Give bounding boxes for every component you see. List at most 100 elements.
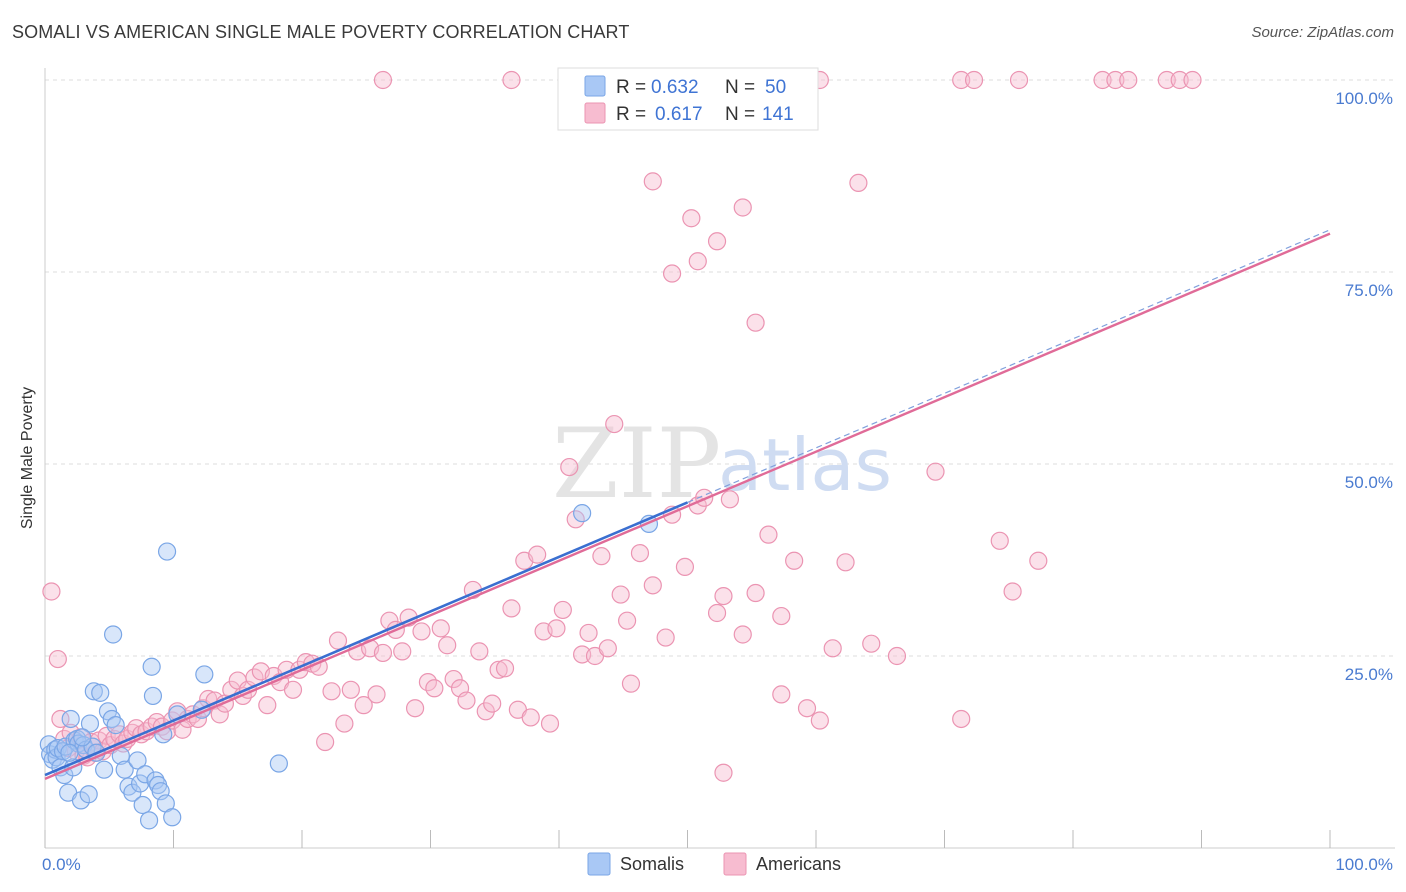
legend-somalis-r-label: R = [616, 77, 646, 98]
americans-point-114 [746, 583, 765, 603]
americans-point-66 [393, 642, 412, 661]
americans-point-137 [952, 70, 971, 90]
grid-lines [45, 79, 1395, 657]
americans-point-123 [862, 634, 881, 653]
americans-points [42, 70, 1202, 782]
americans-point-72 [431, 619, 450, 638]
americans-point-60 [354, 696, 373, 715]
somalis-point-22 [84, 682, 103, 701]
americans-point-102 [621, 674, 641, 693]
somalis-point-46 [163, 808, 182, 827]
americans-point-80 [483, 694, 502, 713]
somalis-trend-line [44, 501, 689, 777]
somalis-point-45 [157, 542, 177, 561]
americans-point-76 [457, 691, 476, 710]
watermark-zip: ZIP [552, 408, 721, 520]
americans-point-157 [772, 685, 791, 704]
somalis-point-34 [130, 774, 150, 793]
americans-point-113 [733, 625, 752, 644]
americans-point-103 [630, 543, 650, 563]
somalis-point-54 [60, 743, 79, 762]
americans-point-134 [707, 232, 727, 251]
americans-trend-line [44, 232, 1331, 780]
americans-point-71 [425, 679, 444, 698]
americans-point-143 [1157, 70, 1176, 90]
americans-point-101 [618, 611, 637, 630]
americans-point-142 [1119, 70, 1138, 90]
americans-point-122 [849, 173, 868, 193]
trend-lines [44, 229, 1331, 780]
americans-point-104 [643, 576, 662, 595]
americans-point-145 [1183, 70, 1202, 90]
americans-point-131 [682, 209, 701, 228]
tick-labels: 25.0% 50.0% 75.0% 100.0% 0.0% 100.0% [42, 89, 1393, 874]
americans-point-117 [785, 551, 804, 570]
americans-point-112 [720, 490, 740, 509]
somalis-point-5 [48, 739, 67, 758]
y-tick-label-1: 50.0% [1345, 473, 1393, 492]
legend-americans-r-value: 0.617 [655, 104, 703, 125]
somalis-point-30 [115, 760, 134, 779]
americans-point-97 [592, 547, 611, 566]
americans-point-139 [1009, 70, 1029, 90]
somalis-point-35 [133, 795, 152, 815]
americans-point-54 [316, 732, 335, 752]
americans-point-63 [373, 643, 393, 663]
americans-point-69 [412, 622, 431, 641]
somalis-points [39, 504, 659, 830]
americans-point-74 [444, 669, 463, 689]
somalis-point-20 [80, 714, 100, 733]
legend-americans-n-value: 141 [762, 104, 794, 125]
americans-point-140 [1093, 70, 1112, 90]
americans-point-1 [48, 649, 67, 669]
americans-point-56 [328, 631, 348, 650]
americans-point-156 [714, 763, 733, 782]
somalis-point-19 [79, 785, 98, 804]
source-attribution: Source: ZipAtlas.com [1251, 24, 1394, 41]
americans-point-86 [521, 708, 540, 727]
top-legend: R = 0.632 N = 50 R = 0.617 N = 141 [557, 67, 819, 131]
somalis-point-32 [123, 783, 142, 802]
americans-point-45 [258, 696, 277, 715]
americans-point-130 [643, 172, 662, 191]
x-tick-label-1: 100.0% [1335, 855, 1393, 874]
americans-point-124 [887, 646, 907, 666]
americans-point-125 [926, 462, 945, 481]
americans-point-58 [341, 680, 360, 699]
somalis-trend-extension [687, 229, 1331, 503]
americans-point-92 [560, 457, 579, 477]
americans-point-155 [502, 70, 521, 90]
chart-title: SOMALI VS AMERICAN SINGLE MALE POVERTY C… [12, 22, 630, 42]
legend-swatch-somalis [584, 75, 606, 97]
axes [44, 68, 1395, 849]
y-tick-label-3: 100.0% [1335, 89, 1393, 108]
americans-point-116 [772, 606, 791, 626]
americans-point-90 [547, 619, 566, 638]
americans-point-91 [553, 600, 572, 620]
watermark-atlas: atlas [718, 423, 892, 507]
somalis-point-48 [195, 665, 214, 684]
legend-swatch-americans [584, 102, 606, 124]
americans-point-105 [656, 628, 675, 647]
bottom-legend-swatch-somalis [587, 852, 611, 876]
americans-point-154 [373, 70, 393, 90]
americans-point-119 [810, 711, 829, 730]
americans-point-62 [367, 685, 386, 704]
somalis-point-49 [269, 754, 288, 773]
americans-point-136 [746, 313, 765, 332]
americans-point-129 [1029, 551, 1048, 570]
y-tick-label-0: 25.0% [1345, 665, 1393, 684]
watermark: ZIP atlas [552, 408, 892, 520]
americans-point-144 [1170, 70, 1189, 90]
americans-point-100 [611, 585, 630, 604]
americans-point-107 [675, 557, 695, 577]
somalis-point-25 [95, 760, 114, 779]
americans-point-98 [598, 639, 617, 658]
somalis-point-55 [73, 728, 92, 747]
legend-somalis-r-value: 0.632 [651, 77, 699, 98]
somalis-point-37 [139, 811, 159, 830]
americans-point-133 [688, 252, 707, 271]
somalis-point-52 [104, 625, 123, 644]
americans-point-110 [707, 603, 727, 623]
